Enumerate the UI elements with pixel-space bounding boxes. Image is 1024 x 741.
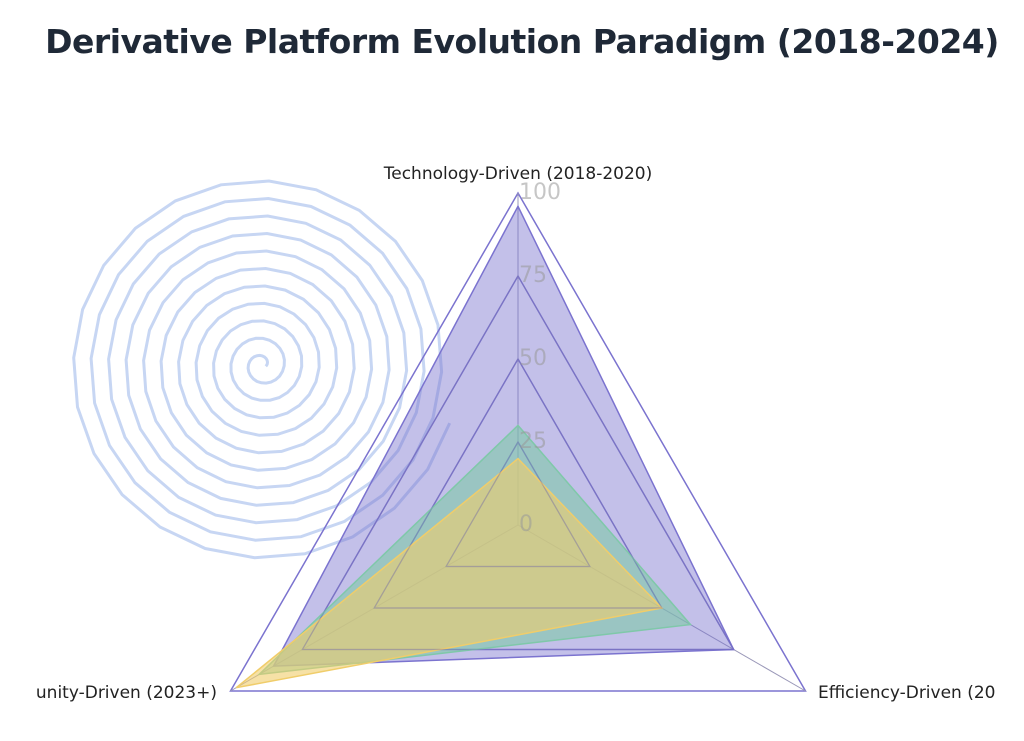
tick-label-100: 100 [519,180,561,205]
axis-label-efficiency: Efficiency-Driven (20 [818,683,996,703]
grid-ring-75 [301,274,735,651]
tick-label-75: 75 [519,263,547,288]
axis-label-technology: Technology-Driven (2018-2020) [383,164,653,184]
decorative-spiral [72,179,452,560]
radar-series [235,204,735,689]
radar-ticks: 0 25 50 75 100 [519,180,561,537]
grid-ring-100 [229,191,807,692]
tick-label-50: 50 [519,346,547,371]
chart-title: Derivative Platform Evolution Paradigm (… [45,22,999,61]
spiral-decoration [72,179,452,560]
grid-ring-overlay-25 [445,440,591,568]
grid-ring-overlay-75 [301,274,735,651]
axis-label-community: unity-Driven (2023+) [36,683,217,703]
grid-ring-overlay-50 [373,357,663,609]
tick-label-25: 25 [519,429,547,454]
tick-label-0: 0 [519,512,533,537]
series-area-3 [235,457,664,689]
